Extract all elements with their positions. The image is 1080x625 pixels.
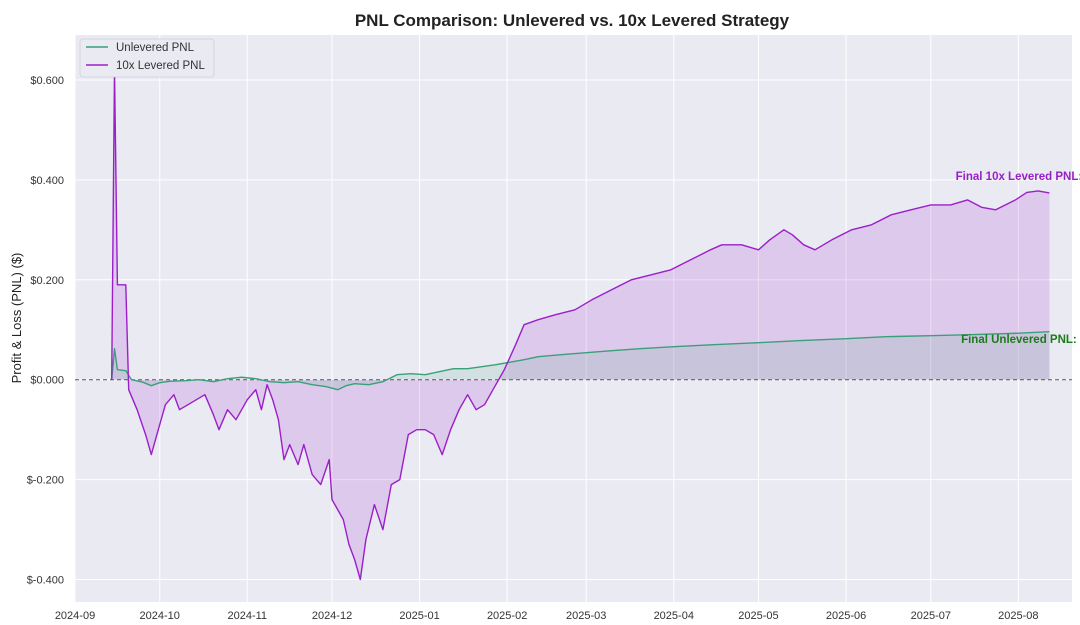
chart-title: PNL Comparison: Unlevered vs. 10x Levere… bbox=[355, 11, 790, 30]
series-lines bbox=[111, 69, 1050, 581]
unlevered-fill-area bbox=[111, 331, 1050, 390]
y-tick-label: $0.600 bbox=[30, 75, 64, 87]
x-tick-label: 2024-12 bbox=[312, 610, 352, 622]
levered-fill-area bbox=[111, 70, 1050, 580]
annotation-final-levered: Final 10x Levered PNL: $0.374 bbox=[956, 171, 1080, 183]
x-tick-label: 2025-07 bbox=[911, 610, 951, 622]
legend-box bbox=[79, 38, 215, 78]
x-tick-label: 2025-02 bbox=[487, 610, 527, 622]
x-tick-label: 2025-06 bbox=[826, 610, 866, 622]
x-tick-label: 2024-09 bbox=[55, 610, 95, 622]
y-tick-label: $-0.400 bbox=[27, 575, 64, 587]
levered-pnl-line bbox=[111, 69, 1050, 581]
x-tick-label: 2025-04 bbox=[654, 610, 694, 622]
x-tick-label: 2024-10 bbox=[140, 610, 180, 622]
y-tick-label: $0.200 bbox=[30, 275, 64, 287]
x-tick-label: 2025-05 bbox=[738, 610, 778, 622]
y-tick-label: $0.000 bbox=[30, 375, 64, 387]
y-tick-label: $0.400 bbox=[30, 175, 64, 187]
legend: Unlevered PNL 10x Levered PNL bbox=[79, 38, 215, 78]
x-tick-label: 2025-03 bbox=[566, 610, 606, 622]
x-axis-ticks: 2024-09 2024-10 2024-11 2024-12 2025-01 2025-… bbox=[55, 610, 1039, 622]
x-tick-label: 2025-08 bbox=[998, 610, 1038, 622]
grid bbox=[74, 35, 1072, 602]
y-axis-ticks: $0.600 $0.400 $0.200 $0.000 $-0.200 $-0.400 bbox=[27, 75, 64, 587]
x-tick-label: 2024-11 bbox=[228, 610, 268, 622]
y-axis-label: Profit & Loss (PNL) ($) bbox=[9, 253, 24, 384]
legend-label-levered: 10x Levered PNL bbox=[116, 60, 205, 72]
plot-area bbox=[75, 35, 1072, 602]
annotation-final-unlevered: Final Unlevered PNL: $0.096 bbox=[961, 334, 1080, 346]
y-tick-label: $-0.200 bbox=[27, 475, 64, 487]
fill-areas bbox=[111, 70, 1050, 580]
unlevered-pnl-line bbox=[111, 331, 1050, 391]
legend-label-unlevered: Unlevered PNL bbox=[116, 42, 195, 54]
x-tick-label: 2025-01 bbox=[399, 610, 439, 622]
